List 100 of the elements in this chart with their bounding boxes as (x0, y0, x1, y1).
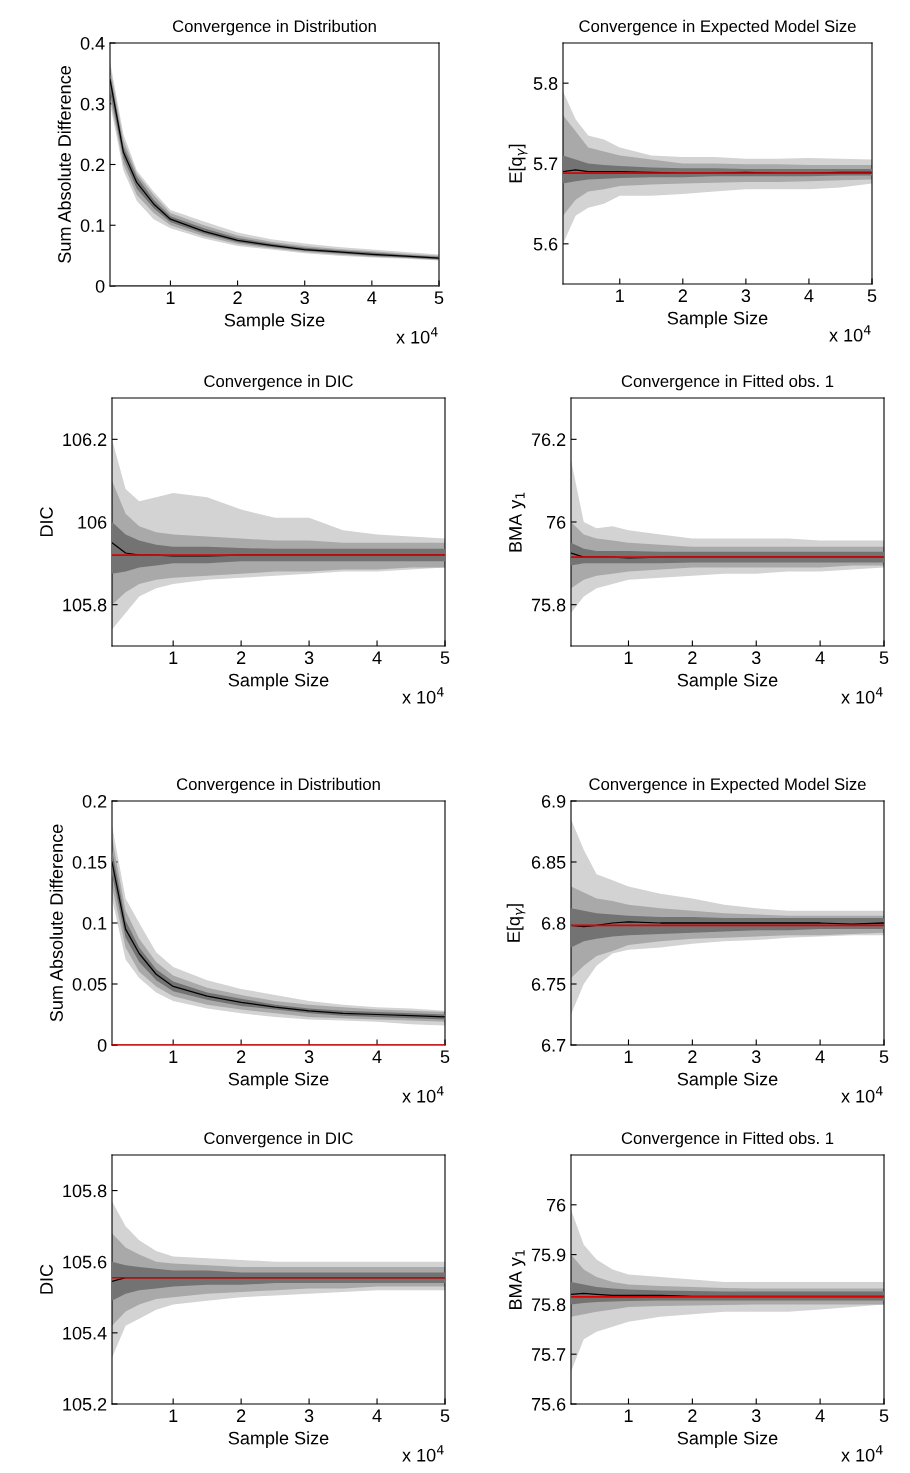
y-tick-label: 105.2 (63, 1397, 107, 1411)
y-axis-title: DIC (40, 507, 53, 537)
y-axis-title: Sum Absolute Difference (57, 66, 71, 263)
x-tick-label: 4 (815, 651, 825, 664)
y-tick-label: 0.2 (80, 158, 105, 172)
x-tick-label: 2 (688, 1409, 697, 1422)
x-tick-label: 1 (624, 651, 633, 664)
x-tick-label: 2 (688, 1050, 697, 1063)
x-tick-label: 4 (815, 1409, 825, 1422)
x-tick-label: 2 (678, 289, 687, 302)
y-tick-label: 76 (546, 515, 566, 529)
y-axis-title: E[q$_{γ}$] (508, 144, 528, 183)
x-tick-label: 4 (367, 291, 377, 304)
x-tick-label: 3 (751, 1409, 761, 1423)
x-tick-label: 5 (440, 1409, 450, 1423)
y-tick-label: 75.9 (531, 1248, 566, 1262)
y-tick-label: 0.2 (82, 794, 107, 808)
y-tick-label: 105.4 (63, 1326, 107, 1340)
y-tick-label: 0 (95, 279, 105, 293)
x-tick-label: 1 (169, 1050, 178, 1063)
x-tick-label: 4 (372, 1050, 382, 1063)
x-tick-label: 3 (304, 1050, 314, 1064)
y-tick-label: 6.9 (541, 794, 566, 808)
text: x 10$^{4}$ (402, 687, 444, 704)
y-tick-label: 106.2 (63, 433, 107, 447)
x-tick-label: 5 (879, 651, 889, 665)
y-tick-label: 6.85 (531, 855, 566, 869)
y-axis-title: BMA y$_{1}$ (509, 1250, 526, 1309)
chart-title: Convergence in Expected Model Size (589, 777, 866, 794)
y-tick-label: 105.8 (63, 598, 107, 612)
x-tick-label: 2 (237, 1050, 246, 1063)
y-tick-label: 5.6 (533, 237, 558, 251)
y-tick-label: 75.8 (531, 598, 566, 612)
x-tick-label: 4 (804, 289, 814, 302)
x-tick-label: 3 (300, 291, 309, 305)
x-tick-label: 5 (440, 651, 450, 665)
x-tick-label: 3 (304, 1409, 314, 1423)
y-tick-label: 0.1 (82, 916, 107, 930)
x-axis-title: Sample Size (228, 673, 329, 691)
y-tick-label: 0.15 (72, 855, 107, 869)
x-tick-label: 1 (624, 1050, 633, 1063)
chart-title: Convergence in Expected Model Size (579, 19, 856, 36)
x-tick-label: 3 (751, 651, 761, 665)
text: x 10$^{4}$ (841, 1086, 883, 1103)
y-tick-label: 5.8 (533, 77, 558, 90)
y-tick-label: 105.8 (63, 1184, 107, 1198)
x-tick-label: 1 (166, 291, 175, 304)
x-tick-label: 1 (169, 1409, 178, 1422)
x-tick-label: 4 (372, 651, 382, 664)
x-tick-label: 1 (624, 1409, 633, 1422)
y-tick-label: 75.7 (531, 1348, 566, 1361)
text: x 10$^{4}$ (402, 1086, 444, 1103)
y-tick-label: 75.8 (531, 1298, 566, 1312)
y-tick-label: 6.8 (541, 916, 566, 930)
y-tick-label: 0.3 (80, 97, 105, 111)
y-tick-label: 106 (78, 515, 107, 529)
x-tick-label: 2 (233, 291, 242, 304)
text: x 10$^{4}$ (402, 1445, 444, 1462)
x-tick-label: 5 (867, 289, 877, 303)
x-tick-label: 5 (434, 291, 444, 305)
x-tick-label: 4 (372, 1409, 382, 1422)
y-tick-label: 0 (97, 1038, 107, 1052)
y-tick-label: 0.4 (80, 36, 105, 50)
x-tick-label: 3 (751, 1050, 761, 1064)
y-axis-title: BMA y$_{1}$ (509, 492, 526, 552)
x-tick-label: 4 (815, 1050, 825, 1063)
y-tick-label: 75.6 (531, 1397, 566, 1411)
x-tick-label: 1 (169, 651, 178, 664)
text: x 10$^{4}$ (841, 1445, 883, 1462)
x-axis-title: Sample Size (677, 1431, 778, 1449)
x-tick-label: 5 (879, 1409, 889, 1423)
chart-title: Convergence in Distribution (176, 777, 380, 794)
x-tick-label: 3 (304, 651, 314, 665)
x-tick-label: 5 (440, 1050, 450, 1064)
chart-title: Convergence in DIC (204, 1131, 353, 1148)
text: x 10$^{4}$ (829, 325, 871, 342)
y-axis-title: E[q$_{γ}$] (506, 904, 526, 942)
x-axis-title: Sample Size (224, 313, 325, 331)
y-tick-label: 0.05 (72, 977, 107, 991)
chart-title: Convergence in Fitted obs. 1 (621, 374, 834, 391)
x-tick-label: 2 (237, 1409, 246, 1422)
x-tick-label: 2 (688, 651, 697, 664)
y-tick-label: 105.6 (63, 1255, 107, 1269)
chart-title: Convergence in Distribution (172, 19, 376, 36)
text: x 10$^{4}$ (396, 327, 438, 344)
x-axis-title: Sample Size (667, 311, 768, 329)
x-axis-title: Sample Size (677, 1072, 778, 1090)
y-tick-label: 76 (546, 1198, 566, 1212)
text: x 10$^{4}$ (841, 687, 883, 704)
x-tick-label: 3 (741, 289, 751, 303)
chart-title: Convergence in DIC (204, 374, 353, 391)
chart-title: Convergence in Fitted obs. 1 (621, 1131, 834, 1148)
x-axis-title: Sample Size (228, 1072, 329, 1090)
y-axis-title: DIC (40, 1264, 53, 1294)
x-tick-label: 1 (616, 289, 624, 302)
y-axis-title: Sum Absolute Difference (49, 824, 63, 1022)
y-tick-label: 6.7 (541, 1038, 566, 1052)
x-axis-title: Sample Size (228, 1431, 329, 1449)
x-axis-title: Sample Size (677, 673, 778, 691)
x-tick-label: 5 (879, 1050, 889, 1064)
